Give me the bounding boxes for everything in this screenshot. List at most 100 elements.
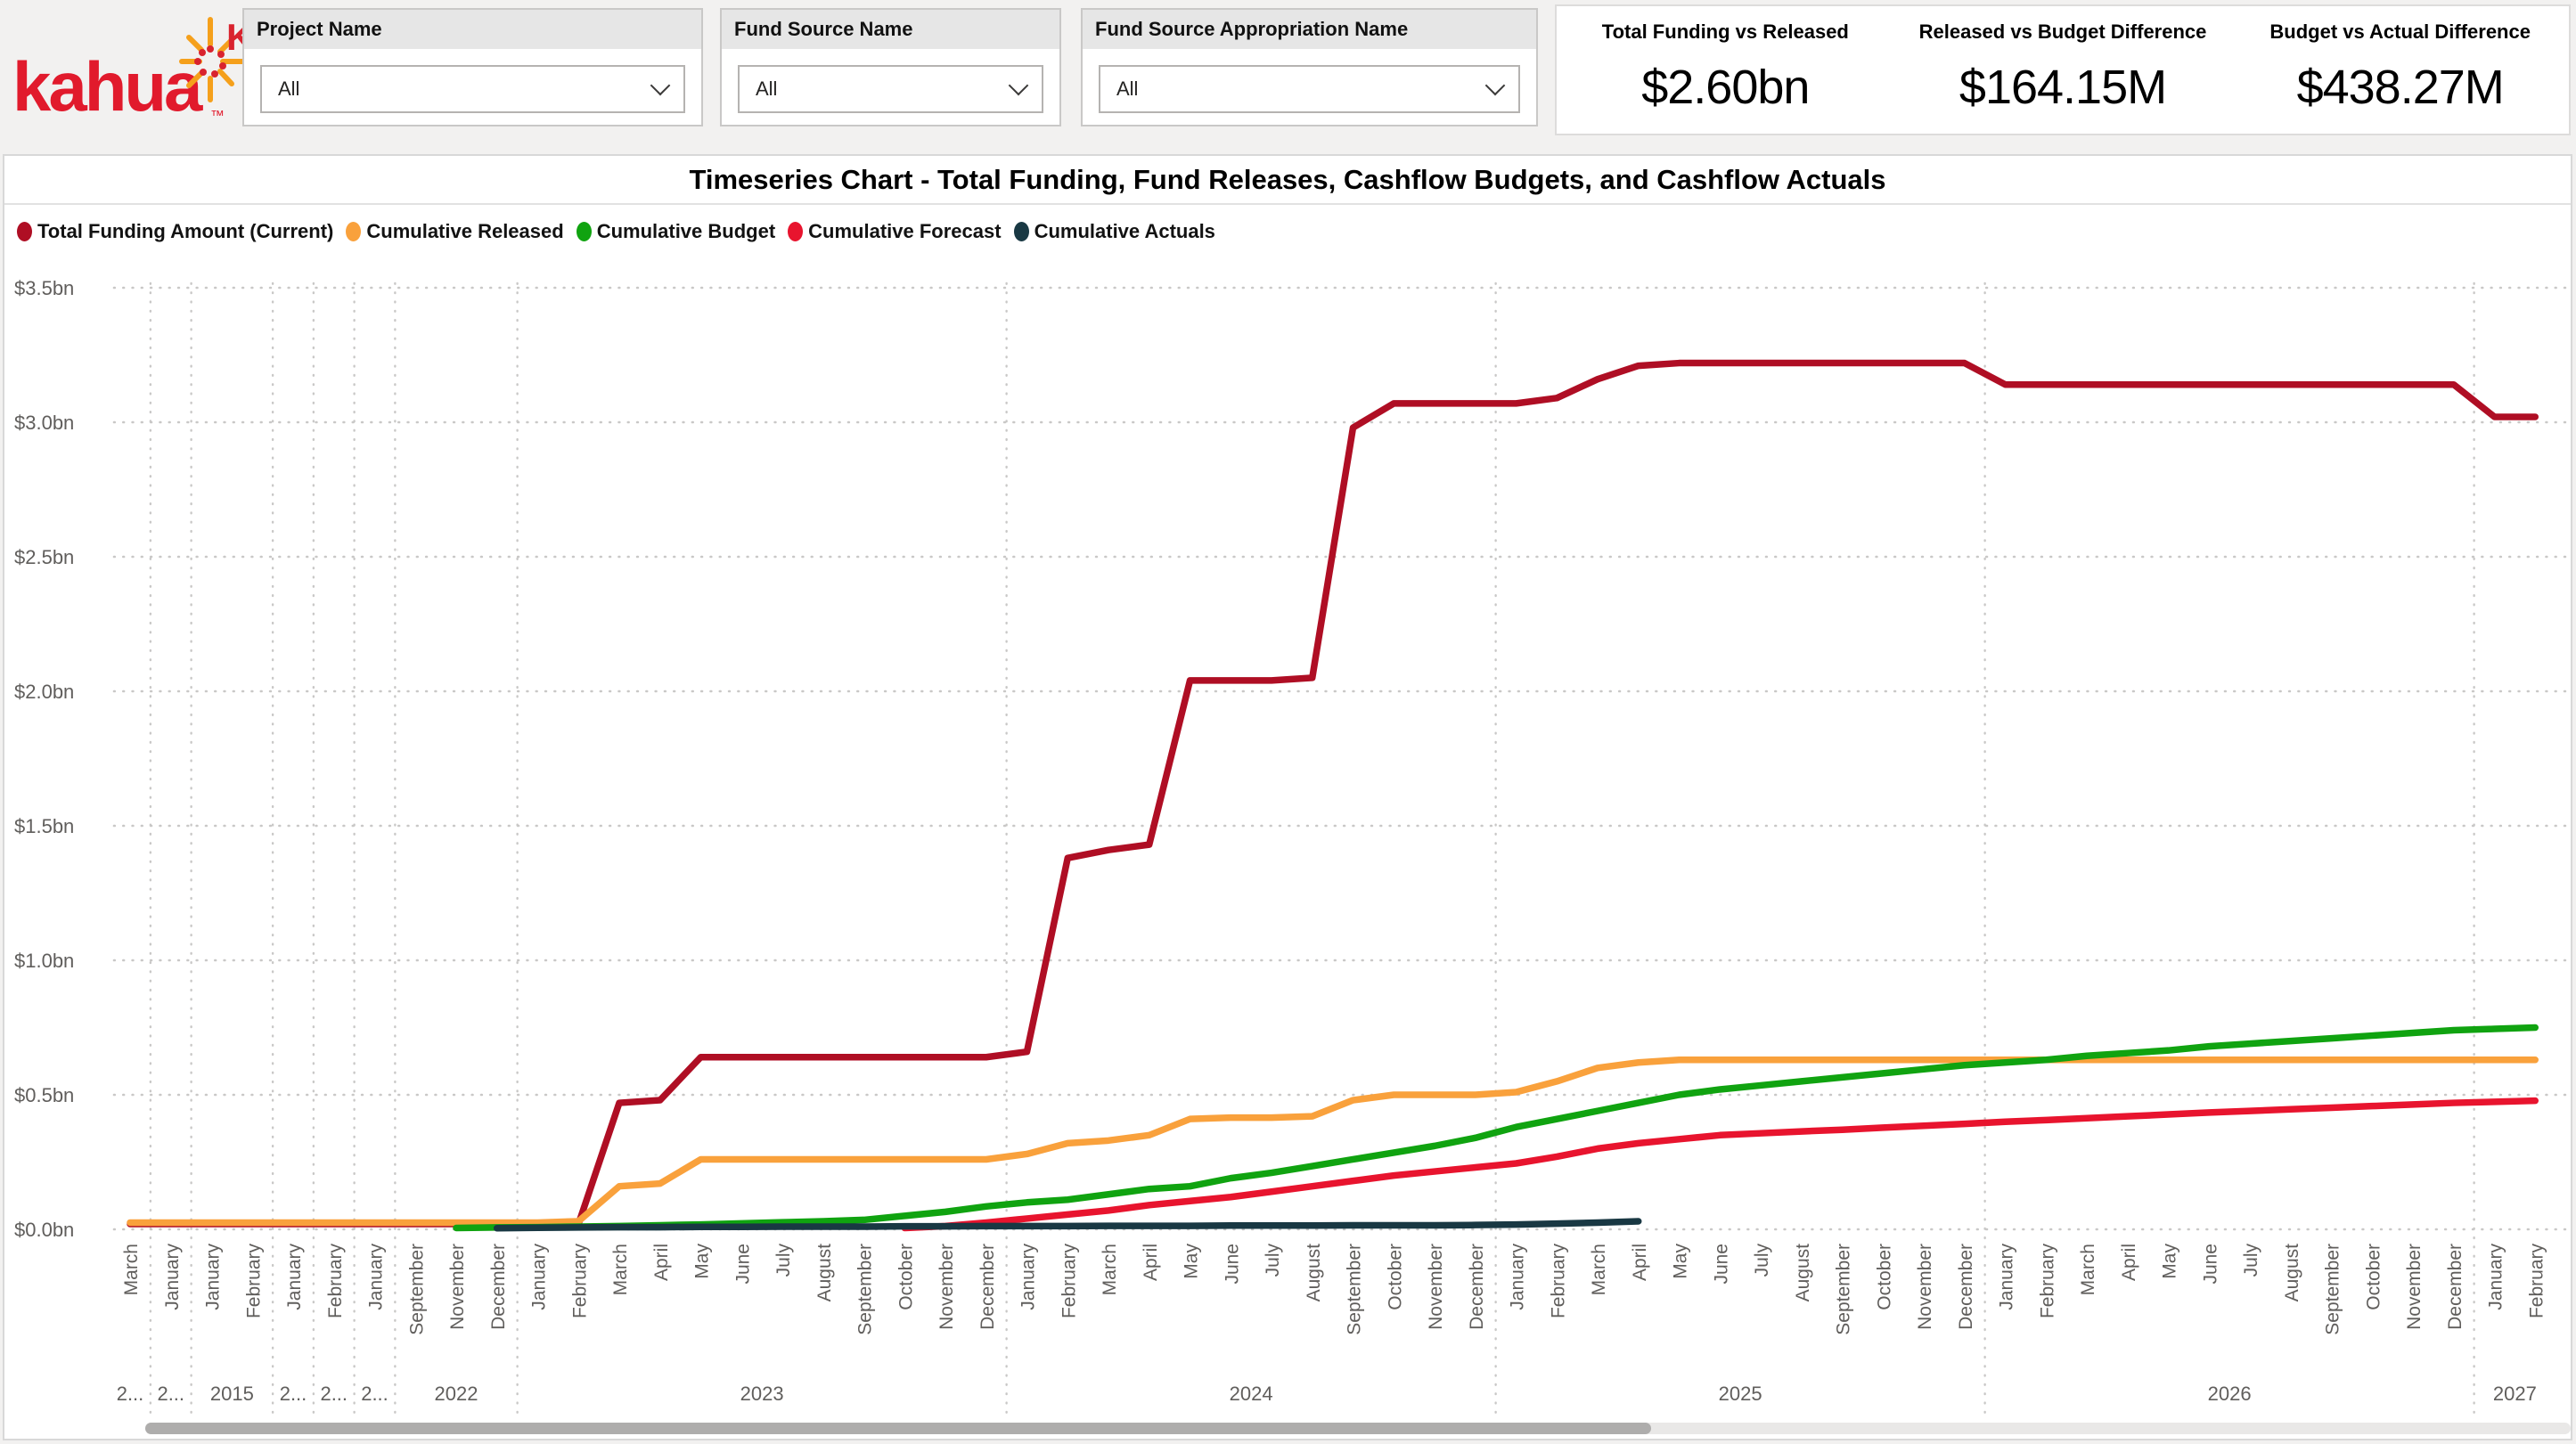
kahua-logo-text: kahua: [12, 47, 202, 126]
chevron-down-icon: [1008, 75, 1029, 96]
chart-legend: Total Funding Amount (Current) Cumulative…: [17, 220, 1215, 243]
x-axis-month-label: January: [1997, 1244, 2017, 1310]
x-axis-year-label: 2...: [361, 1383, 388, 1405]
project-name-selected-value: All: [278, 78, 300, 100]
x-axis-month-label: March: [1100, 1244, 1120, 1295]
fund-source-appropriation-name-selected-value: All: [1116, 78, 1139, 100]
legend-dot-icon: [1013, 222, 1029, 241]
legend-label: Total Funding Amount (Current): [37, 220, 334, 242]
x-axis-month-label: January: [1018, 1244, 1039, 1310]
x-axis-month-label: March: [1589, 1244, 1609, 1295]
x-axis-month-label: May: [692, 1244, 713, 1279]
x-axis-month-label: February: [325, 1244, 346, 1319]
x-axis-month-label: April: [651, 1244, 672, 1281]
x-axis-month-label: November: [447, 1244, 468, 1330]
x-axis-month-label: October: [895, 1244, 916, 1310]
series-line-cumulative-actuals[interactable]: [494, 1218, 1642, 1232]
x-axis-year-label: 2...: [117, 1383, 144, 1405]
series-line-cumulative-budget[interactable]: [453, 1024, 2539, 1232]
y-axis-tick-label: $0.5bn: [14, 1084, 74, 1106]
x-axis-month-label: November: [2404, 1244, 2425, 1330]
y-axis-tick-label: $1.0bn: [14, 950, 74, 972]
y-axis-tick-label: $1.5bn: [14, 815, 74, 837]
x-axis-month-label: May: [1671, 1244, 1691, 1279]
x-axis-year-label: 2025: [1719, 1383, 1762, 1405]
x-axis-year-label: 2024: [1230, 1383, 1273, 1405]
horizontal-scrollbar-thumb[interactable]: [145, 1423, 1651, 1434]
x-axis-year-label: 2023: [740, 1383, 784, 1405]
x-axis-month-label: April: [1630, 1244, 1650, 1281]
x-axis-year-label: 2...: [320, 1383, 348, 1405]
y-axis-tick-label: $2.5bn: [14, 546, 74, 568]
kpi-label: Total Funding vs Released: [1601, 20, 1849, 43]
x-axis-month-label: February: [2526, 1244, 2547, 1319]
chart-title: Timeseries Chart - Total Funding, Fund R…: [4, 156, 2571, 205]
x-axis-month-label: August: [2282, 1244, 2302, 1302]
fund-source-name-dropdown[interactable]: All: [738, 65, 1043, 113]
fund-source-appropriation-name-dropdown[interactable]: All: [1099, 65, 1520, 113]
x-axis-month-label: February: [1059, 1244, 1079, 1319]
kpi-card: Total Funding vs Released $2.60bn Releas…: [1555, 4, 2571, 135]
x-axis-month-label: January: [1508, 1244, 1528, 1310]
x-axis-month-label: October: [1385, 1244, 1405, 1310]
series-line-cumulative-released[interactable]: [127, 1056, 2539, 1227]
x-axis-month-label: August: [814, 1244, 835, 1302]
x-axis-month-label: July: [2241, 1244, 2261, 1277]
kpi-budget-vs-actual-difference: Budget vs Actual Difference $438.27M: [2231, 6, 2569, 134]
x-axis-month-label: November: [1915, 1244, 1935, 1330]
legend-item[interactable]: Cumulative Actuals: [1013, 220, 1215, 243]
x-axis-month-label: April: [1141, 1244, 1161, 1281]
chevron-down-icon: [1484, 75, 1506, 96]
x-axis-month-label: May: [2160, 1244, 2180, 1279]
chevron-down-icon: [650, 75, 671, 96]
x-axis-month-label: March: [610, 1244, 631, 1295]
legend-item[interactable]: Cumulative Budget: [576, 220, 775, 243]
x-axis-year-label: 2027: [2493, 1383, 2537, 1405]
project-name-dropdown[interactable]: All: [260, 65, 685, 113]
x-axis-month-label: December: [2445, 1244, 2466, 1330]
x-axis-month-label: June: [1711, 1244, 1731, 1285]
legend-item[interactable]: Cumulative Released: [346, 220, 564, 243]
x-axis-month-label: December: [977, 1244, 998, 1330]
project-name-slicer-header: Project Name: [244, 10, 701, 49]
x-axis-year-label: 2...: [280, 1383, 307, 1405]
x-axis-year-label: 2015: [210, 1383, 254, 1405]
fund-source-appropriation-name-slicer: Fund Source Appropriation Name All: [1081, 8, 1538, 126]
kpi-label: Released vs Budget Difference: [1918, 20, 2207, 43]
x-axis-month-label: September: [406, 1244, 427, 1335]
y-axis-tick-label: $3.5bn: [14, 277, 74, 299]
kahua-logo: kahua ™ K: [12, 12, 253, 137]
kpi-released-vs-budget-difference: Released vs Budget Difference $164.15M: [1894, 6, 2232, 134]
x-axis-month-label: June: [2200, 1244, 2220, 1285]
series-line-cumulative-forecast[interactable]: [901, 1097, 2539, 1232]
x-axis-month-label: November: [936, 1244, 957, 1330]
fund-source-name-slicer-header: Fund Source Name: [722, 10, 1059, 49]
x-axis-month-label: October: [2363, 1244, 2384, 1310]
horizontal-scrollbar-track[interactable]: [145, 1423, 2571, 1434]
y-axis-tick-label: $2.0bn: [14, 681, 74, 703]
fund-source-name-slicer: Fund Source Name All: [720, 8, 1061, 126]
x-axis-month-label: December: [1956, 1244, 1976, 1330]
x-axis-month-label: May: [1182, 1244, 1202, 1279]
x-axis-month-label: January: [529, 1244, 550, 1310]
kpi-value: $438.27M: [2296, 61, 2505, 114]
x-axis-month-label: June: [732, 1244, 753, 1285]
x-axis-month-label: December: [488, 1244, 509, 1330]
x-axis-month-label: January: [203, 1244, 224, 1310]
legend-item[interactable]: Cumulative Forecast: [788, 220, 1002, 243]
x-axis-month-label: December: [1467, 1244, 1487, 1330]
x-axis-month-label: February: [243, 1244, 264, 1319]
legend-label: Cumulative Actuals: [1034, 220, 1215, 242]
fund-source-name-selected-value: All: [756, 78, 778, 100]
kpi-label: Budget vs Actual Difference: [2269, 20, 2531, 43]
x-axis-month-label: September: [1345, 1244, 1365, 1335]
x-axis-month-label: April: [2119, 1244, 2139, 1281]
kpi-value: $2.60bn: [1641, 61, 1810, 114]
x-axis-year-label: 2026: [2208, 1383, 2252, 1405]
x-axis-month-label: June: [1222, 1244, 1242, 1285]
fund-source-appropriation-name-slicer-header: Fund Source Appropriation Name: [1083, 10, 1536, 49]
x-axis-month-label: August: [1793, 1244, 1813, 1302]
legend-item[interactable]: Total Funding Amount (Current): [17, 220, 333, 243]
timeseries-plot: $3.5bn $3.0bn $2.5bn $2.0bn $1.5bn $1.0bn $0.5…: [14, 277, 2572, 1415]
kpi-total-funding-vs-released: Total Funding vs Released $2.60bn: [1557, 6, 1894, 134]
